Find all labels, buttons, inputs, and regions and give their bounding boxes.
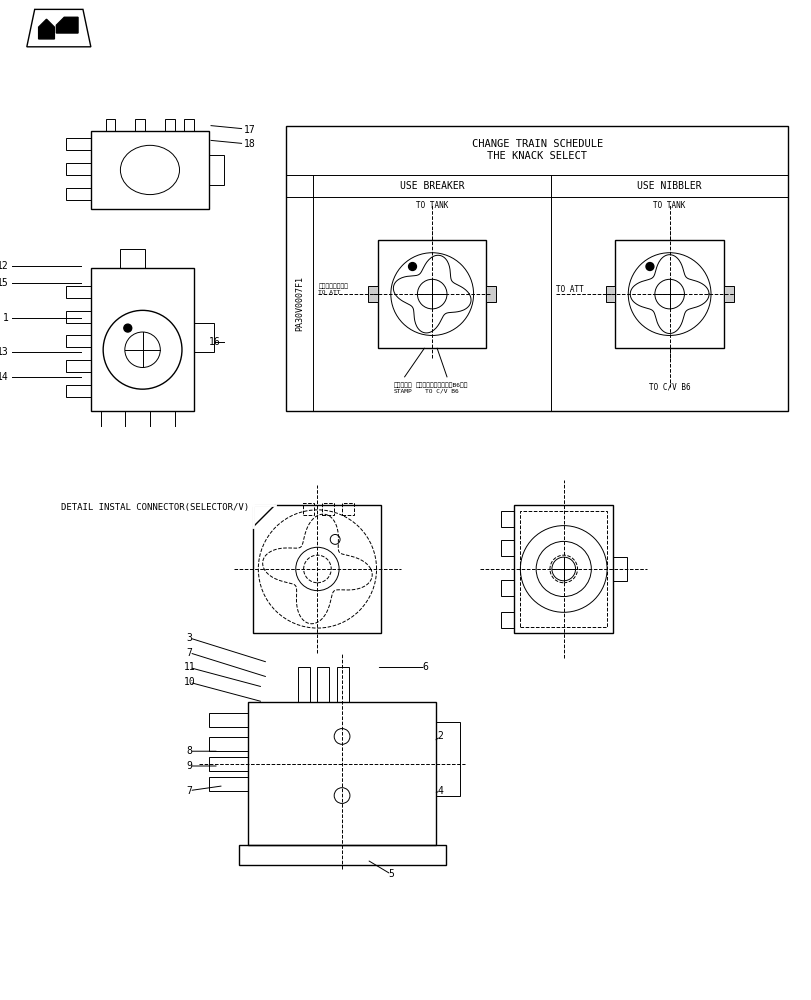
- Bar: [67, 163, 91, 175]
- Text: 16: 16: [209, 337, 221, 347]
- Bar: [67, 385, 91, 397]
- Bar: [514, 505, 612, 633]
- Bar: [208, 757, 248, 771]
- Text: TO ATT: TO ATT: [556, 285, 583, 294]
- Bar: [341, 503, 354, 515]
- Text: 17: 17: [243, 125, 255, 135]
- Bar: [520, 511, 607, 627]
- Circle shape: [646, 263, 653, 270]
- Text: 8: 8: [187, 746, 192, 756]
- Text: TO TANK: TO TANK: [653, 201, 685, 210]
- Text: 13: 13: [0, 347, 9, 357]
- Bar: [67, 188, 91, 200]
- Circle shape: [124, 324, 131, 332]
- Text: 1: 1: [3, 313, 9, 323]
- Bar: [500, 612, 514, 628]
- Text: CHANGE TRAIN SCHEDULE
THE KNACK SELECT: CHANGE TRAIN SCHEDULE THE KNACK SELECT: [471, 139, 602, 161]
- Bar: [253, 505, 381, 633]
- Bar: [486, 286, 496, 302]
- Bar: [615, 240, 723, 348]
- Text: DETAIL INSTAL CONNECTOR(SELECTOR/V): DETAIL INSTAL CONNECTOR(SELECTOR/V): [61, 503, 249, 512]
- Bar: [605, 286, 615, 302]
- Bar: [337, 667, 349, 702]
- Bar: [67, 138, 91, 150]
- Bar: [208, 737, 248, 751]
- Bar: [500, 580, 514, 596]
- Text: USE NIBBLER: USE NIBBLER: [637, 181, 701, 191]
- Bar: [436, 722, 460, 796]
- Bar: [303, 503, 314, 515]
- Text: 11: 11: [183, 662, 195, 672]
- Bar: [91, 131, 208, 209]
- Bar: [91, 268, 194, 411]
- Text: 5: 5: [388, 869, 394, 879]
- Text: 9: 9: [187, 761, 192, 771]
- Text: 2: 2: [437, 731, 443, 741]
- Text: 7: 7: [187, 786, 192, 796]
- Text: 7: 7: [187, 648, 192, 658]
- Bar: [322, 503, 334, 515]
- Text: PA30V0007F1: PA30V0007F1: [295, 276, 304, 331]
- Text: 4: 4: [437, 786, 443, 796]
- Bar: [317, 667, 328, 702]
- Text: アタッチメントへ
TO ATT: アタッチメントへ TO ATT: [318, 283, 348, 295]
- Text: コントロールバルブ（B6）へ
TO C/V B6: コントロールバルブ（B6）へ TO C/V B6: [415, 382, 468, 394]
- Bar: [67, 360, 91, 372]
- Bar: [184, 119, 194, 131]
- Bar: [120, 249, 145, 268]
- Text: 18: 18: [243, 139, 255, 149]
- Bar: [67, 286, 91, 298]
- Bar: [367, 286, 378, 302]
- Bar: [378, 240, 486, 348]
- Bar: [208, 713, 248, 727]
- Text: 14: 14: [0, 372, 9, 382]
- Text: 15: 15: [0, 278, 9, 288]
- Bar: [135, 119, 145, 131]
- Text: 6: 6: [423, 662, 428, 672]
- Circle shape: [408, 263, 416, 270]
- Text: 制御のこと
STAMP: 制御のこと STAMP: [393, 382, 411, 394]
- Bar: [67, 335, 91, 347]
- Bar: [165, 119, 174, 131]
- Text: TO C/V B6: TO C/V B6: [648, 383, 689, 392]
- Bar: [298, 667, 309, 702]
- Bar: [194, 323, 214, 352]
- Bar: [67, 311, 91, 323]
- Bar: [500, 540, 514, 556]
- Text: 10: 10: [183, 677, 195, 687]
- Bar: [105, 119, 115, 131]
- Polygon shape: [56, 17, 78, 33]
- Bar: [612, 557, 626, 581]
- Bar: [208, 155, 224, 185]
- Bar: [500, 511, 514, 527]
- Bar: [723, 286, 733, 302]
- Bar: [208, 777, 248, 791]
- Bar: [248, 702, 436, 845]
- Bar: [238, 845, 445, 865]
- Text: USE BREAKER: USE BREAKER: [399, 181, 464, 191]
- Text: 12: 12: [0, 261, 9, 271]
- Text: TO TANK: TO TANK: [415, 201, 448, 210]
- Bar: [285, 126, 787, 411]
- Text: 3: 3: [187, 633, 192, 643]
- Polygon shape: [39, 19, 54, 39]
